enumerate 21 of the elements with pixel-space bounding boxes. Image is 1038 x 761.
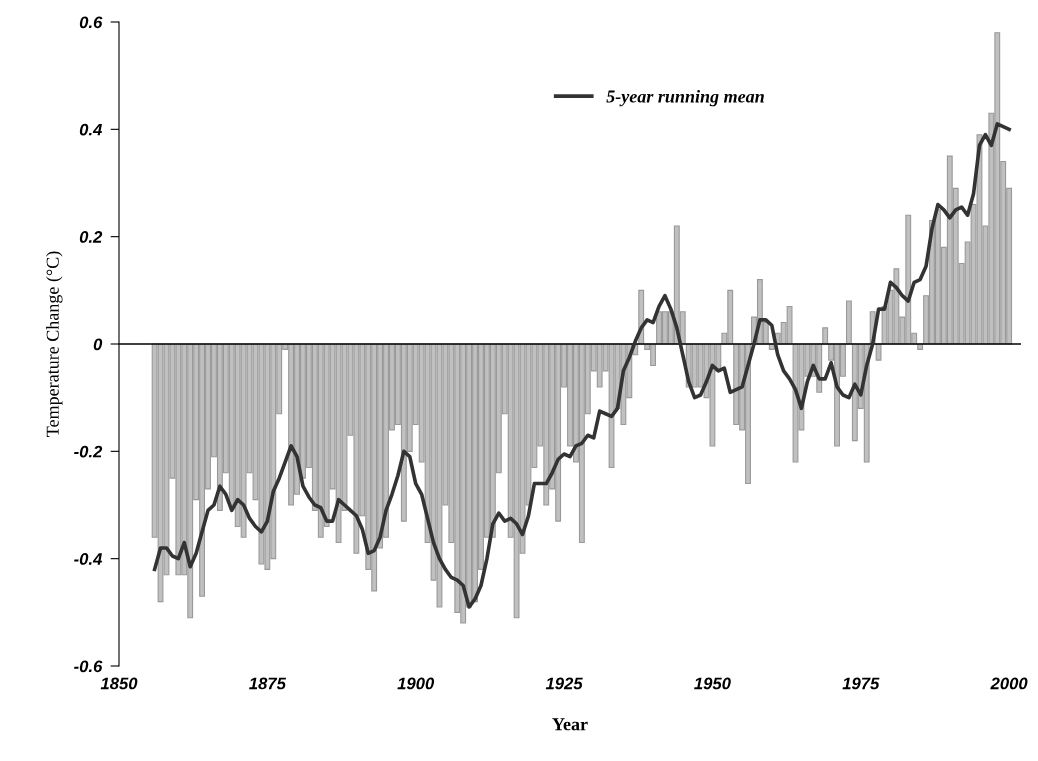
y-tick-label: -0.6 xyxy=(74,660,103,673)
x-tick-label: 1975 xyxy=(842,677,880,690)
x-tick-label: 1925 xyxy=(545,677,583,690)
bar xyxy=(845,300,852,345)
x-tick-label: 1900 xyxy=(397,677,435,690)
x-tick-label: 1950 xyxy=(694,677,731,690)
y-tick-label: 0.4 xyxy=(79,123,103,136)
line-series xyxy=(152,122,1011,609)
x-tick-label: 1875 xyxy=(249,677,287,690)
x-tick-label: 1850 xyxy=(100,677,138,690)
bar xyxy=(875,343,882,361)
y-tick-label: 0.6 xyxy=(79,16,103,29)
y-tick-label: 0 xyxy=(93,338,103,351)
y-tick-label: -0.4 xyxy=(74,553,103,565)
bar xyxy=(822,327,829,345)
x-axis-title: Year xyxy=(552,718,588,731)
y-tick-label: 0.2 xyxy=(79,231,103,243)
legend-label: 5-year running mean xyxy=(606,89,764,107)
y-axis-title: Temperature Change (°C) xyxy=(46,251,63,437)
y-tick-label: -0.2 xyxy=(74,445,103,458)
x-tick-label: 2000 xyxy=(990,677,1028,690)
